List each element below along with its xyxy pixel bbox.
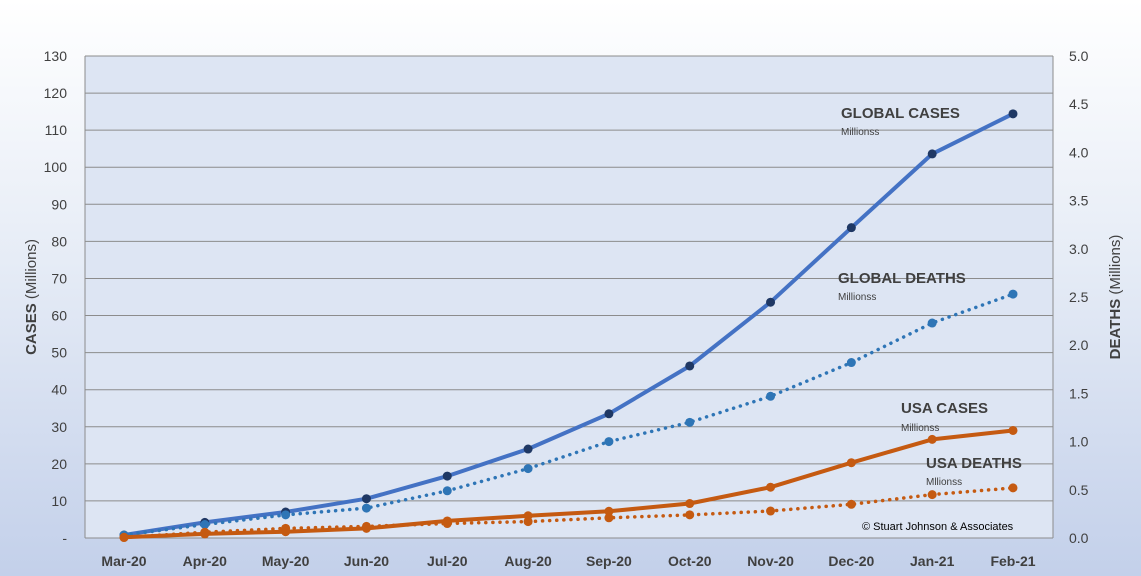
- global-deaths-line: [122, 292, 1015, 537]
- usa-cases-line: [122, 428, 1015, 540]
- global-deaths-point: [604, 437, 614, 447]
- global-deaths-point: [523, 464, 533, 474]
- right-axis-ticks: 0.0 0.5 1.0 1.5 2.0 2.5 3.0 3.5 4.0 4.5 5.0: [1069, 48, 1089, 546]
- usa-deaths-point: [846, 499, 856, 509]
- global-deaths-point: [1008, 289, 1018, 299]
- right-tick-label: 0.0: [1069, 530, 1089, 546]
- global-cases-point: [1008, 109, 1018, 119]
- usa-deaths-point: [766, 506, 776, 516]
- global-deaths-point: [281, 510, 291, 520]
- left-tick-label: 50: [51, 345, 67, 361]
- right-tick-label: 2.0: [1069, 337, 1089, 353]
- annotation-usa-cases-title: USA CASES: [901, 400, 988, 417]
- gridlines: [84, 55, 1054, 539]
- global-cases-line: [122, 111, 1015, 537]
- x-tick-label: Mar-20: [101, 553, 146, 569]
- left-tick-label: 80: [51, 233, 67, 249]
- right-tick-label: 3.0: [1069, 241, 1089, 257]
- x-tick-label: Nov-20: [747, 553, 794, 569]
- x-tick-label: Feb-21: [990, 553, 1035, 569]
- left-tick-label: 10: [51, 493, 67, 509]
- usa-deaths-point: [927, 490, 937, 500]
- global-cases-point: [927, 149, 937, 159]
- usa-cases-point: [604, 506, 614, 516]
- right-tick-label: 0.5: [1069, 482, 1089, 498]
- left-tick-label: 110: [45, 122, 68, 138]
- left-tick-label: 30: [51, 419, 67, 435]
- global-cases-point: [685, 361, 695, 371]
- annotation-usa-cases-subtitle: Millionss: [901, 423, 939, 434]
- right-tick-label: 4.5: [1069, 96, 1089, 112]
- global-deaths-point: [361, 503, 371, 513]
- x-tick-label: Jun-20: [344, 553, 389, 569]
- right-tick-label: 1.5: [1069, 385, 1089, 401]
- usa-deaths-point: [442, 519, 452, 529]
- plot-area: [85, 56, 1053, 538]
- usa-deaths-point: [1008, 483, 1018, 493]
- x-tick-label: Jul-20: [427, 553, 468, 569]
- x-tick-label: Dec-20: [828, 553, 874, 569]
- left-tick-label: 120: [44, 85, 68, 101]
- global-cases-point: [523, 444, 533, 454]
- global-cases-point: [442, 471, 452, 481]
- global-cases-point: [604, 409, 614, 419]
- usa-deaths-point: [119, 533, 129, 543]
- usa-deaths-point: [281, 523, 291, 533]
- x-axis-ticks: Mar-20 Apr-20 May-20 Jun-20 Jul-20 Aug-20 Sep-…: [101, 553, 1035, 569]
- copyright-notice: © Stuart Johnson & Associates: [862, 521, 1014, 533]
- usa-deaths-point: [200, 527, 210, 537]
- x-tick-label: Aug-20: [504, 553, 552, 569]
- left-tick-label: 20: [51, 456, 67, 472]
- global-deaths-point: [685, 417, 695, 427]
- global-deaths-point: [200, 520, 210, 530]
- right-axis-title: DEATHS (Millions): [1107, 235, 1124, 360]
- left-tick-label: 70: [51, 270, 67, 286]
- global-cases-point: [766, 297, 776, 307]
- annotation-usa-deaths-title: USA DEATHS: [926, 455, 1022, 472]
- global-deaths-point: [846, 358, 856, 368]
- left-tick-label: 90: [51, 196, 67, 212]
- usa-cases-point: [1008, 425, 1018, 435]
- global-cases-point: [361, 494, 371, 504]
- annotation-global-deaths-subtitle: Millionss: [838, 292, 876, 303]
- global-deaths-point: [766, 391, 776, 401]
- series-layer: [119, 109, 1018, 543]
- left-tick-label: 40: [51, 382, 67, 398]
- annotation-global-deaths-title: GLOBAL DEATHS: [838, 270, 966, 287]
- global-cases-point: [846, 223, 856, 233]
- usa-deaths-point: [604, 513, 614, 523]
- left-axis-ticks: - 10 20 30 40 50 60 70 80 90 100 110 120 130: [44, 48, 68, 546]
- x-tick-label: Jan-21: [910, 553, 955, 569]
- left-axis-title: CASES (Millions): [23, 239, 40, 355]
- x-tick-label: Apr-20: [183, 553, 228, 569]
- usa-cases-point: [766, 482, 776, 492]
- right-tick-label: 1.0: [1069, 434, 1089, 450]
- usa-deaths-point: [523, 517, 533, 527]
- left-tick-label: 130: [44, 48, 68, 64]
- left-tick-label: -: [62, 530, 67, 546]
- annotation-usa-deaths-subtitle: Mllionss: [926, 477, 962, 488]
- usa-deaths-point: [685, 510, 695, 520]
- usa-cases-point: [846, 458, 856, 468]
- x-tick-label: Oct-20: [668, 553, 712, 569]
- usa-cases-point: [685, 499, 695, 509]
- global-deaths-point: [927, 318, 937, 328]
- usa-deaths-line: [122, 486, 1015, 540]
- left-tick-label: 100: [44, 159, 68, 175]
- left-tick-label: 60: [51, 308, 67, 324]
- annotation-global-cases-title: GLOBAL CASES: [841, 105, 960, 122]
- right-tick-label: 4.0: [1069, 144, 1089, 160]
- right-tick-label: 2.5: [1069, 289, 1089, 305]
- x-tick-label: Sep-20: [586, 553, 632, 569]
- right-tick-label: 3.5: [1069, 193, 1089, 209]
- usa-deaths-point: [361, 521, 371, 531]
- usa-cases-point: [927, 434, 937, 444]
- right-tick-label: 5.0: [1069, 48, 1089, 64]
- annotation-global-cases-subtitle: Millionss: [841, 127, 879, 138]
- x-tick-label: May-20: [262, 553, 310, 569]
- global-deaths-point: [442, 486, 452, 496]
